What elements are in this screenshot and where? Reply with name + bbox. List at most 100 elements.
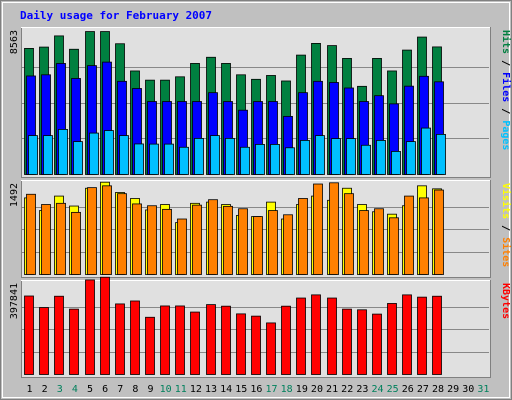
x-tick-label-day-6: 6 <box>102 384 108 395</box>
bar-pages-day-13 <box>210 135 220 175</box>
bar-kbytes-day-9 <box>145 316 155 375</box>
x-tick-label-day-18: 18 <box>281 384 293 395</box>
bar-pages-day-15 <box>240 146 250 175</box>
legend-traffic: KBytes <box>500 283 511 319</box>
legend-entry: Sites <box>500 237 512 267</box>
bar-kbytes-day-26 <box>402 294 412 375</box>
bar-pages-day-3 <box>58 129 68 175</box>
bar-sites-day-14 <box>223 205 233 275</box>
bar-pages-day-6 <box>104 130 114 175</box>
bar-kbytes-day-23 <box>357 309 367 375</box>
bar-sites-day-19 <box>298 198 308 275</box>
bar-kbytes-day-18 <box>281 305 291 375</box>
bar-kbytes-day-28 <box>432 295 442 375</box>
bar-sites-day-6 <box>102 185 112 275</box>
y-max-label: 1492 <box>9 183 20 207</box>
bar-kbytes-day-8 <box>130 300 140 375</box>
bar-kbytes-day-16 <box>251 315 261 375</box>
bar-pages-day-5 <box>89 132 99 175</box>
bar-kbytes-day-20 <box>311 294 321 375</box>
bar-kbytes-day-19 <box>296 297 306 375</box>
x-tick-label-day-25: 25 <box>387 384 399 395</box>
bar-sites-day-23 <box>359 210 369 275</box>
x-tick-label-day-12: 12 <box>190 384 202 395</box>
legend-entry: / <box>500 219 511 237</box>
bar-sites-day-17 <box>268 210 278 275</box>
bar-pages-day-19 <box>300 140 310 175</box>
bar-pages-day-10 <box>164 143 174 175</box>
bar-sites-day-16 <box>253 216 263 275</box>
bar-kbytes-day-14 <box>221 305 231 375</box>
bar-kbytes-day-11 <box>175 305 185 375</box>
bar-kbytes-day-5 <box>85 279 95 375</box>
bar-sites-day-28 <box>434 189 444 275</box>
x-tick-label-day-19: 19 <box>296 384 308 395</box>
x-tick-label-day-11: 11 <box>175 384 187 395</box>
bar-pages-day-1 <box>28 135 38 175</box>
legend-entry: Pages <box>500 120 511 150</box>
bar-pages-day-18 <box>285 147 295 175</box>
chart-title: Daily usage for February 2007 <box>20 9 212 22</box>
bar-sites-day-20 <box>313 183 323 275</box>
x-tick-label-day-7: 7 <box>117 384 123 395</box>
x-tick-label-day-16: 16 <box>250 384 262 395</box>
x-tick-label-day-31: 31 <box>477 384 489 395</box>
bar-sites-day-3 <box>56 202 66 275</box>
x-tick-label-day-10: 10 <box>160 384 172 395</box>
x-tick-label-day-4: 4 <box>72 384 78 395</box>
bar-sites-day-13 <box>208 199 218 275</box>
y-max-label: 397841 <box>9 283 20 319</box>
x-tick-label-day-28: 28 <box>432 384 444 395</box>
bar-pages-day-27 <box>421 127 431 175</box>
bar-pages-day-14 <box>225 138 235 175</box>
bar-pages-day-9 <box>149 143 159 175</box>
legend-entry: / <box>500 102 511 120</box>
y-max-label: 8563 <box>9 30 20 54</box>
bar-sites-day-9 <box>147 205 157 275</box>
panel-traffic: 397841 KBytes <box>9 276 511 378</box>
bar-sites-day-25 <box>389 217 399 275</box>
bar-pages-day-23 <box>361 144 371 175</box>
bar-pages-day-8 <box>134 143 144 175</box>
bar-pages-day-22 <box>346 138 356 175</box>
bar-pages-day-24 <box>376 140 386 175</box>
x-tick-label-day-23: 23 <box>356 384 368 395</box>
legend-entry: Files <box>500 72 512 102</box>
bar-pages-day-11 <box>179 146 189 175</box>
bar-kbytes-day-21 <box>327 297 337 375</box>
bar-sites-day-15 <box>238 208 248 275</box>
bar-pages-day-26 <box>406 141 416 175</box>
bar-kbytes-day-1 <box>24 295 34 375</box>
x-tick-label-day-13: 13 <box>205 384 217 395</box>
bar-kbytes-day-7 <box>115 303 125 375</box>
bar-sites-day-1 <box>26 193 36 275</box>
legend-entry: Visits <box>500 183 512 219</box>
x-tick-label-day-14: 14 <box>220 384 232 395</box>
bar-sites-day-11 <box>177 218 187 275</box>
bar-pages-day-16 <box>255 144 265 175</box>
bar-sites-day-2 <box>41 204 51 275</box>
bar-sites-day-24 <box>374 208 384 275</box>
bar-kbytes-day-25 <box>387 303 397 375</box>
bar-kbytes-day-3 <box>54 295 64 375</box>
x-tick-label-day-5: 5 <box>87 384 93 395</box>
series-kbytes <box>24 276 442 375</box>
bar-sites-day-21 <box>329 182 339 275</box>
bar-sites-day-27 <box>419 197 429 275</box>
bar-kbytes-day-10 <box>160 305 170 375</box>
bar-kbytes-day-12 <box>190 311 200 375</box>
legend-entry: / <box>500 54 511 72</box>
bar-sites-day-8 <box>132 203 142 275</box>
bar-sites-day-7 <box>117 193 127 275</box>
bar-pages-day-2 <box>43 135 53 175</box>
x-tick-label-day-27: 27 <box>417 384 429 395</box>
chart-panels: 8563 Hits / Files / Pages 1492 Visits / Sit… <box>9 27 512 378</box>
bar-kbytes-day-17 <box>266 322 276 375</box>
legend-entry: KBytes <box>500 283 511 319</box>
x-axis-day-labels: 1 2 3 4 5 6 7 8 9 10 11 12 13 14 15 16 17 18 19 20 21 22 23 24 2… <box>26 384 489 395</box>
bar-kbytes-day-4 <box>69 308 79 375</box>
legend-visitors: Visits / Sites <box>500 183 512 267</box>
bar-pages-day-12 <box>194 138 204 175</box>
